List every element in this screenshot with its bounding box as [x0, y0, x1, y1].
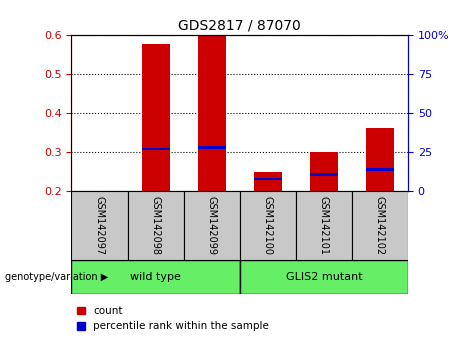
Bar	[142, 148, 170, 150]
Bar	[71, 191, 128, 260]
Bar	[366, 128, 394, 191]
Text: GSM142102: GSM142102	[375, 196, 385, 255]
Bar	[296, 191, 352, 260]
Bar	[142, 44, 170, 191]
Bar	[240, 191, 296, 260]
Text: genotype/variation ▶: genotype/variation ▶	[5, 272, 108, 282]
Text: GSM142097: GSM142097	[95, 196, 105, 255]
Bar	[254, 172, 282, 191]
Text: wild type: wild type	[130, 272, 181, 282]
Text: GSM142100: GSM142100	[263, 196, 273, 255]
Bar	[198, 147, 226, 149]
Bar	[240, 260, 408, 294]
Bar	[183, 191, 240, 260]
Text: GSM142099: GSM142099	[207, 196, 217, 255]
Bar	[254, 178, 282, 180]
Legend: count, percentile rank within the sample: count, percentile rank within the sample	[77, 306, 269, 331]
Bar	[310, 173, 338, 176]
Bar	[71, 260, 240, 294]
Bar	[352, 191, 408, 260]
Text: GLIS2 mutant: GLIS2 mutant	[285, 272, 362, 282]
Bar	[366, 168, 394, 171]
Text: GSM142101: GSM142101	[319, 196, 329, 255]
Bar	[128, 191, 183, 260]
Title: GDS2817 / 87070: GDS2817 / 87070	[178, 19, 301, 33]
Bar	[198, 36, 226, 191]
Text: GSM142098: GSM142098	[151, 196, 160, 255]
Bar	[310, 152, 338, 191]
